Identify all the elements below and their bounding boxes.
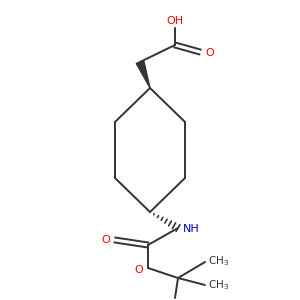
Text: CH$_3$: CH$_3$ <box>208 254 229 268</box>
Text: O: O <box>205 48 214 58</box>
Text: CH$_3$: CH$_3$ <box>208 278 229 292</box>
Text: O: O <box>101 235 110 245</box>
Text: O: O <box>134 265 143 275</box>
Text: OH: OH <box>167 16 184 26</box>
Text: NH: NH <box>183 224 200 234</box>
Polygon shape <box>136 61 150 88</box>
